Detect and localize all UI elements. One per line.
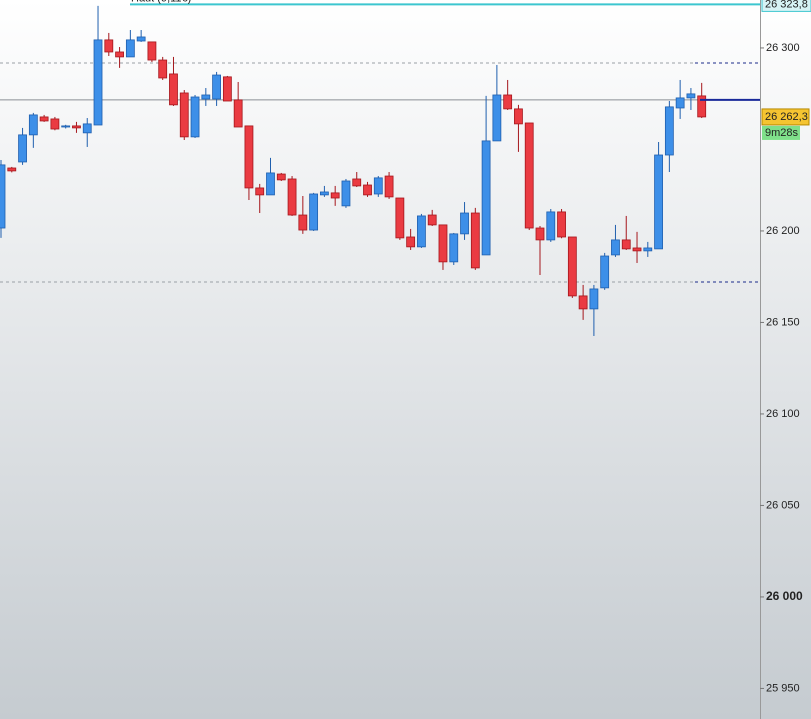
candle-body: [697, 95, 707, 118]
last-price-box: [761, 108, 810, 126]
candle-body: [686, 93, 696, 99]
candle-body: [104, 39, 114, 53]
candle-body: [72, 125, 81, 129]
candle-body: [481, 140, 491, 256]
candle-body: [50, 118, 60, 130]
candle-body: [276, 173, 286, 181]
candle-body: [169, 73, 178, 106]
high-price-box: [761, 0, 811, 12]
high-line-label: Haut (9,11€): [131, 0, 191, 4]
candle-body: [524, 122, 534, 229]
candle-body: [61, 125, 71, 128]
candle-body: [373, 177, 383, 195]
candle-body: [557, 211, 566, 238]
candle-body: [406, 236, 416, 248]
candle-body: [427, 214, 437, 226]
candle-body: [417, 215, 426, 248]
candle-body: [632, 247, 642, 252]
y-tick-label: 26 000: [766, 589, 803, 603]
candle-body: [82, 123, 92, 134]
last-price-label: 26 262,3: [765, 111, 808, 123]
candle-body: [179, 92, 189, 138]
candle-body: [352, 178, 362, 187]
candle-body: [546, 211, 556, 241]
candle-body: [330, 192, 340, 199]
candle-body: [611, 239, 620, 256]
y-tick-label: 26 300: [766, 42, 800, 54]
candle-body: [28, 114, 38, 136]
candle-body: [39, 116, 49, 122]
candle-body: [147, 41, 157, 61]
candle-body: [298, 214, 308, 231]
candle-body: [18, 134, 27, 163]
candle-body: [255, 187, 265, 196]
candle-body: [470, 212, 480, 269]
candle-body: [643, 247, 653, 252]
candle-body: [492, 94, 502, 142]
y-tick-label: 26 150: [766, 316, 800, 328]
candle-body: [115, 51, 124, 58]
y-tick-label: 26 100: [766, 408, 800, 420]
candle-body: [621, 239, 631, 250]
candle-body: [395, 197, 405, 239]
candle-body: [222, 76, 232, 102]
candle-body: [600, 255, 610, 289]
candle-body: [654, 154, 663, 250]
candle-body: [125, 39, 135, 58]
candle-body: [449, 233, 459, 263]
candle-body: [460, 212, 469, 235]
candle-body: [0, 164, 6, 229]
candle-body: [664, 106, 674, 156]
candle-body: [567, 236, 577, 297]
candle-body: [384, 175, 394, 198]
y-tick-label: 25 950: [766, 682, 800, 694]
candle-body: [158, 59, 168, 79]
candle-body: [212, 74, 222, 100]
candle-body: [535, 227, 545, 241]
candle-body: [578, 295, 588, 310]
candle-body: [675, 97, 685, 109]
candle-body: [363, 184, 372, 196]
timer-box: [762, 125, 800, 140]
candle-body: [514, 108, 523, 125]
candle-body: [319, 191, 329, 196]
candle-body: [7, 167, 17, 172]
y-tick-label: 26 050: [766, 499, 800, 511]
candle-body: [244, 125, 254, 189]
y-tick-label: 26 200: [766, 225, 800, 237]
high-price-label: 26 323,8: [765, 0, 808, 10]
candle-body: [341, 180, 351, 207]
candle-body: [309, 193, 319, 231]
candle-body: [201, 94, 211, 100]
candle-body: [136, 36, 146, 42]
candle-body: [93, 39, 103, 126]
timer-label: 9m28s: [765, 127, 799, 139]
candle-body: [233, 99, 243, 128]
candle-body: [438, 224, 448, 263]
candle-body: [266, 172, 275, 196]
candle-body: [503, 94, 513, 110]
candle-body: [287, 178, 297, 216]
candle-body: [589, 288, 599, 310]
candle-body: [190, 96, 200, 138]
